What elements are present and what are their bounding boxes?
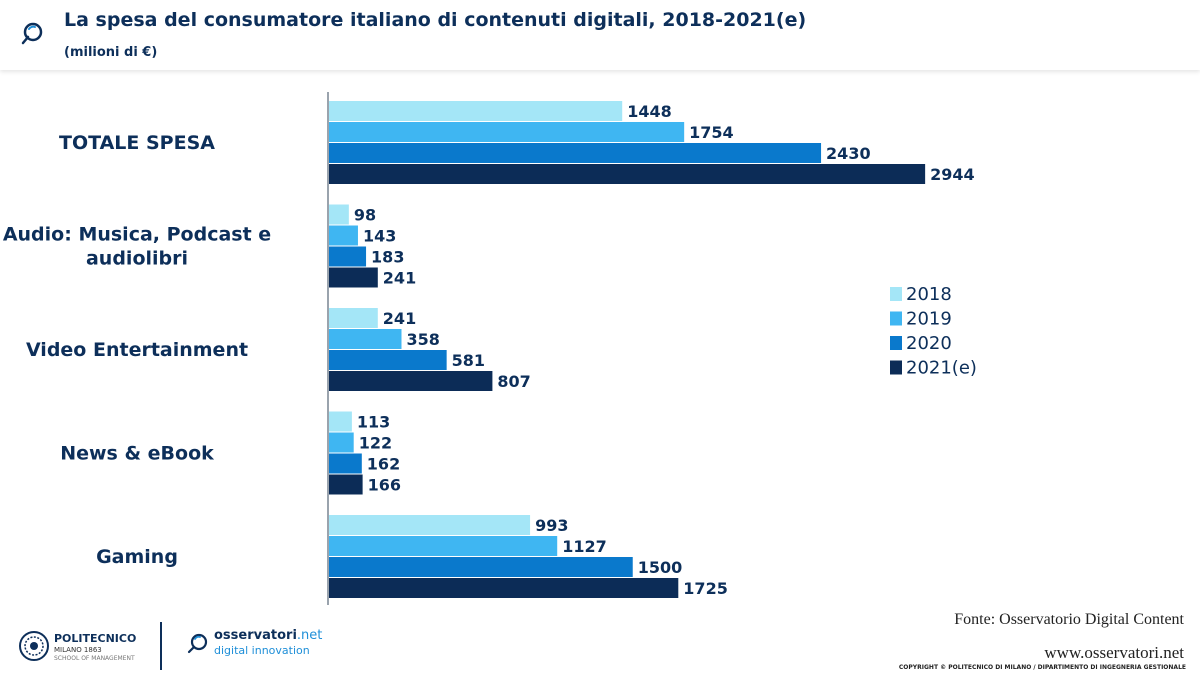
category-labels: TOTALE SPESA Audio: Musica, Podcast e audi… <box>3 132 271 568</box>
osservatori-logo: osservatori.net digital innovation <box>186 628 336 664</box>
polimi-seal-icon <box>19 631 49 661</box>
bar-1-2 <box>329 246 367 267</box>
value-label: 993 <box>535 516 568 535</box>
bar-4-3 <box>329 578 679 598</box>
bar-1-3 <box>329 267 378 288</box>
bar-3-1 <box>329 432 354 453</box>
osservatori-magnifier-icon <box>187 633 208 654</box>
bar-2-1 <box>329 329 402 349</box>
source-note: Fonte: Osservatorio Digital Content <box>954 611 1184 628</box>
value-labels: 1448 1754 2430 2944 98 143 183 241 241 358 581 807 1… <box>354 102 975 598</box>
value-label: 2944 <box>930 165 975 184</box>
legend-label: 2020 <box>906 333 952 354</box>
value-label: 162 <box>367 455 400 474</box>
value-label: 166 <box>368 476 401 495</box>
value-label: 1754 <box>689 123 734 142</box>
bar-4-0 <box>329 515 531 535</box>
osservatori-name-ext: .net <box>296 628 323 643</box>
value-label: 98 <box>354 206 376 225</box>
value-label: 1500 <box>638 558 683 577</box>
value-label: 241 <box>383 309 416 328</box>
value-label: 143 <box>363 227 396 246</box>
polimi-subtitle: MILANO 1863 <box>54 646 102 654</box>
bar-1-0 <box>329 204 349 225</box>
value-label: 807 <box>497 372 530 391</box>
osservatori-name: osservatori.net <box>214 628 322 643</box>
bars <box>329 101 926 598</box>
category-label: News & eBook <box>60 443 214 465</box>
website-link[interactable]: www.osservatori.net <box>1044 643 1184 662</box>
bar-2-3 <box>329 371 493 391</box>
legend-label: 2019 <box>906 309 952 330</box>
bar-3-2 <box>329 453 362 474</box>
bar-1-1 <box>329 225 358 246</box>
bar-0-0 <box>329 101 623 121</box>
value-label: 183 <box>371 248 404 267</box>
page-title: La spesa del consumatore italiano di con… <box>64 9 807 31</box>
page-subtitle: (milioni di €) <box>64 45 158 60</box>
polimi-logo: POLITECNICO MILANO 1863 SCHOOL OF MANAGE… <box>18 630 148 664</box>
value-label: 358 <box>406 330 439 349</box>
bar-4-2 <box>329 557 633 577</box>
legend: 2018 2019 2020 2021(e) <box>890 284 977 379</box>
bar-4-1 <box>329 536 558 556</box>
bar-2-2 <box>329 350 447 370</box>
header-bar: La spesa del consumatore italiano di con… <box>0 0 1200 70</box>
category-label: TOTALE SPESA <box>59 132 215 154</box>
category-label: Audio: Musica, Podcast e audiolibri <box>3 224 271 270</box>
copyright-note: COPYRIGHT © POLITECNICO DI MILANO / DIPA… <box>898 664 1186 671</box>
value-label: 2430 <box>826 144 871 163</box>
value-label: 1127 <box>562 537 607 556</box>
legend-swatch-3 <box>890 360 902 375</box>
search-icon <box>21 22 43 45</box>
value-label: 241 <box>383 269 416 288</box>
value-label: 122 <box>359 434 392 453</box>
osservatori-name-text: osservatori <box>214 628 297 643</box>
polimi-school: SCHOOL OF MANAGEMENT <box>54 655 135 662</box>
bar-3-0 <box>329 411 352 432</box>
legend-swatch-1 <box>890 311 902 326</box>
logo-divider <box>160 622 162 670</box>
polimi-name: POLITECNICO <box>54 632 137 645</box>
value-label: 1725 <box>683 579 728 598</box>
value-label: 113 <box>357 413 390 432</box>
bar-2-0 <box>329 308 378 328</box>
osservatori-tagline: digital innovation <box>214 644 310 657</box>
category-label: Video Entertainment <box>26 339 248 361</box>
legend-swatch-0 <box>890 287 902 301</box>
bar-0-2 <box>329 143 822 163</box>
bar-3-3 <box>329 474 363 495</box>
legend-label: 2018 <box>906 284 952 305</box>
legend-label: 2021(e) <box>906 358 977 379</box>
value-label: 581 <box>452 351 485 370</box>
value-label: 1448 <box>627 102 672 121</box>
category-label: Gaming <box>96 546 178 568</box>
legend-swatch-2 <box>890 336 902 350</box>
bar-0-3 <box>329 164 926 184</box>
bar-0-1 <box>329 122 685 142</box>
